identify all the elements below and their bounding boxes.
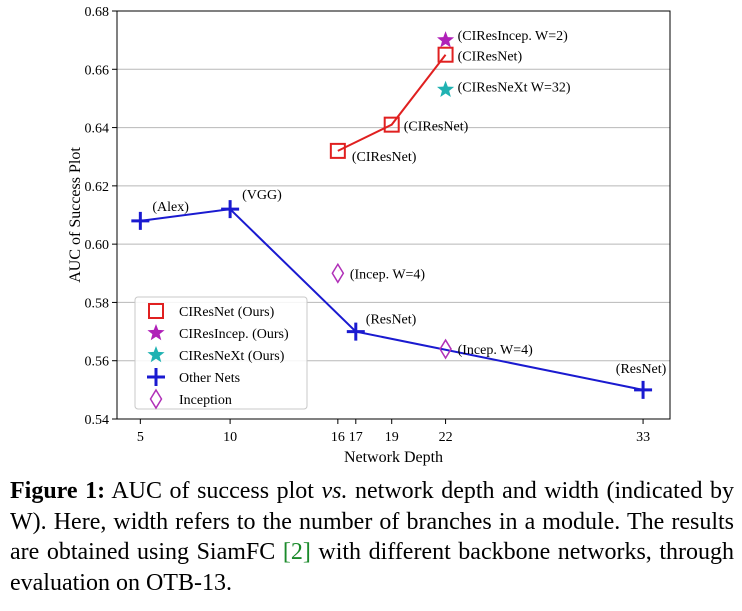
data-point-star xyxy=(437,80,455,97)
data-point-plus xyxy=(221,200,240,219)
legend-marker-star xyxy=(147,346,165,363)
x-tick-label: 22 xyxy=(439,430,453,445)
figure-caption: Figure 1: AUC of success plot vs. networ… xyxy=(10,476,734,598)
caption-text-2: network depth and width (indicated by W)… xyxy=(10,478,734,565)
series-lines xyxy=(140,54,644,391)
y-axis-label: AUC of Success Plot xyxy=(67,147,84,283)
point-label: (Alex) xyxy=(152,200,189,215)
caption-citation-link[interactable]: [2] xyxy=(282,539,311,565)
y-tick-label: 0.62 xyxy=(85,180,110,195)
caption-text-1: AUC of success plot xyxy=(111,478,314,504)
x-tick-label: 17 xyxy=(349,430,363,445)
x-axis-label: Network Depth xyxy=(344,449,443,466)
data-point-diamond xyxy=(439,338,452,360)
y-tick-label: 0.66 xyxy=(85,63,110,78)
point-label: (CIResIncep. W=2) xyxy=(458,29,569,44)
point-label: (VGG) xyxy=(242,188,282,203)
point-label: (CIResNet) xyxy=(404,120,469,135)
y-tick-label: 0.68 xyxy=(85,5,110,20)
point-label: (Incep. W=4) xyxy=(350,267,426,282)
data-markers xyxy=(131,31,653,399)
legend-box xyxy=(134,296,308,410)
caption-vs: vs. xyxy=(321,478,348,504)
data-point-plus xyxy=(131,211,150,230)
x-tick-label: 16 xyxy=(331,430,345,445)
legend-label: CIResNeXt (Ours) xyxy=(179,349,285,364)
x-tick-label: 19 xyxy=(385,430,399,445)
data-point-star xyxy=(437,31,455,48)
legend-marker-star xyxy=(147,324,165,341)
caption-text-3: with different backbone networks, throug… xyxy=(10,539,734,596)
x-tick-label: 10 xyxy=(223,430,237,445)
point-label: (CIResNet) xyxy=(352,150,417,165)
data-point-square xyxy=(437,46,454,63)
point-label: (ResNet) xyxy=(616,362,667,377)
data-point-square xyxy=(329,142,346,159)
x-tick-label: 33 xyxy=(636,430,650,445)
y-tick-label: 0.60 xyxy=(85,238,110,253)
chart: (CIResNet) (CIResNet) (CIResNet) (CIResInce… xyxy=(67,5,671,466)
legend-marker-plus xyxy=(147,368,165,386)
legend: CIResNet (Ours) CIResIncep. (Ours) CIResNe… xyxy=(134,296,308,410)
point-labels: (CIResNet) (CIResNet) (CIResNet) (CIResInce… xyxy=(152,29,666,377)
caption-label: Figure 1: xyxy=(10,478,106,504)
legend-label: CIResNet (Ours) xyxy=(179,305,275,320)
legend-marker-diamond xyxy=(149,388,163,410)
y-tick-label: 0.58 xyxy=(85,296,110,311)
plot-area xyxy=(116,10,671,420)
y-tick-label: 0.64 xyxy=(85,122,110,137)
y-tick-label: 0.56 xyxy=(85,355,110,370)
legend-label: Inception xyxy=(179,393,232,408)
legend-label: CIResIncep. (Ours) xyxy=(179,327,289,342)
data-point-plus xyxy=(634,380,653,399)
point-label: (CIResNet) xyxy=(458,50,523,65)
y-tick-label: 0.54 xyxy=(85,413,110,428)
tick-labels: 0.54 0.56 0.58 0.60 0.62 0.64 0.66 0.68 5 10 16 17 1… xyxy=(85,5,651,445)
x-tick-label: 5 xyxy=(137,430,144,445)
point-label: (Incep. W=4) xyxy=(458,343,534,358)
series-line xyxy=(337,54,447,152)
data-point-square xyxy=(383,116,400,133)
axis-ticks xyxy=(112,10,644,424)
data-point-plus xyxy=(346,322,365,341)
series-line xyxy=(140,208,644,391)
point-label: (CIResNeXt W=32) xyxy=(458,81,571,96)
legend-marker-square xyxy=(148,303,164,319)
data-point-diamond xyxy=(331,262,345,284)
legend-label: Other Nets xyxy=(179,371,240,386)
point-label: (ResNet) xyxy=(366,313,417,328)
